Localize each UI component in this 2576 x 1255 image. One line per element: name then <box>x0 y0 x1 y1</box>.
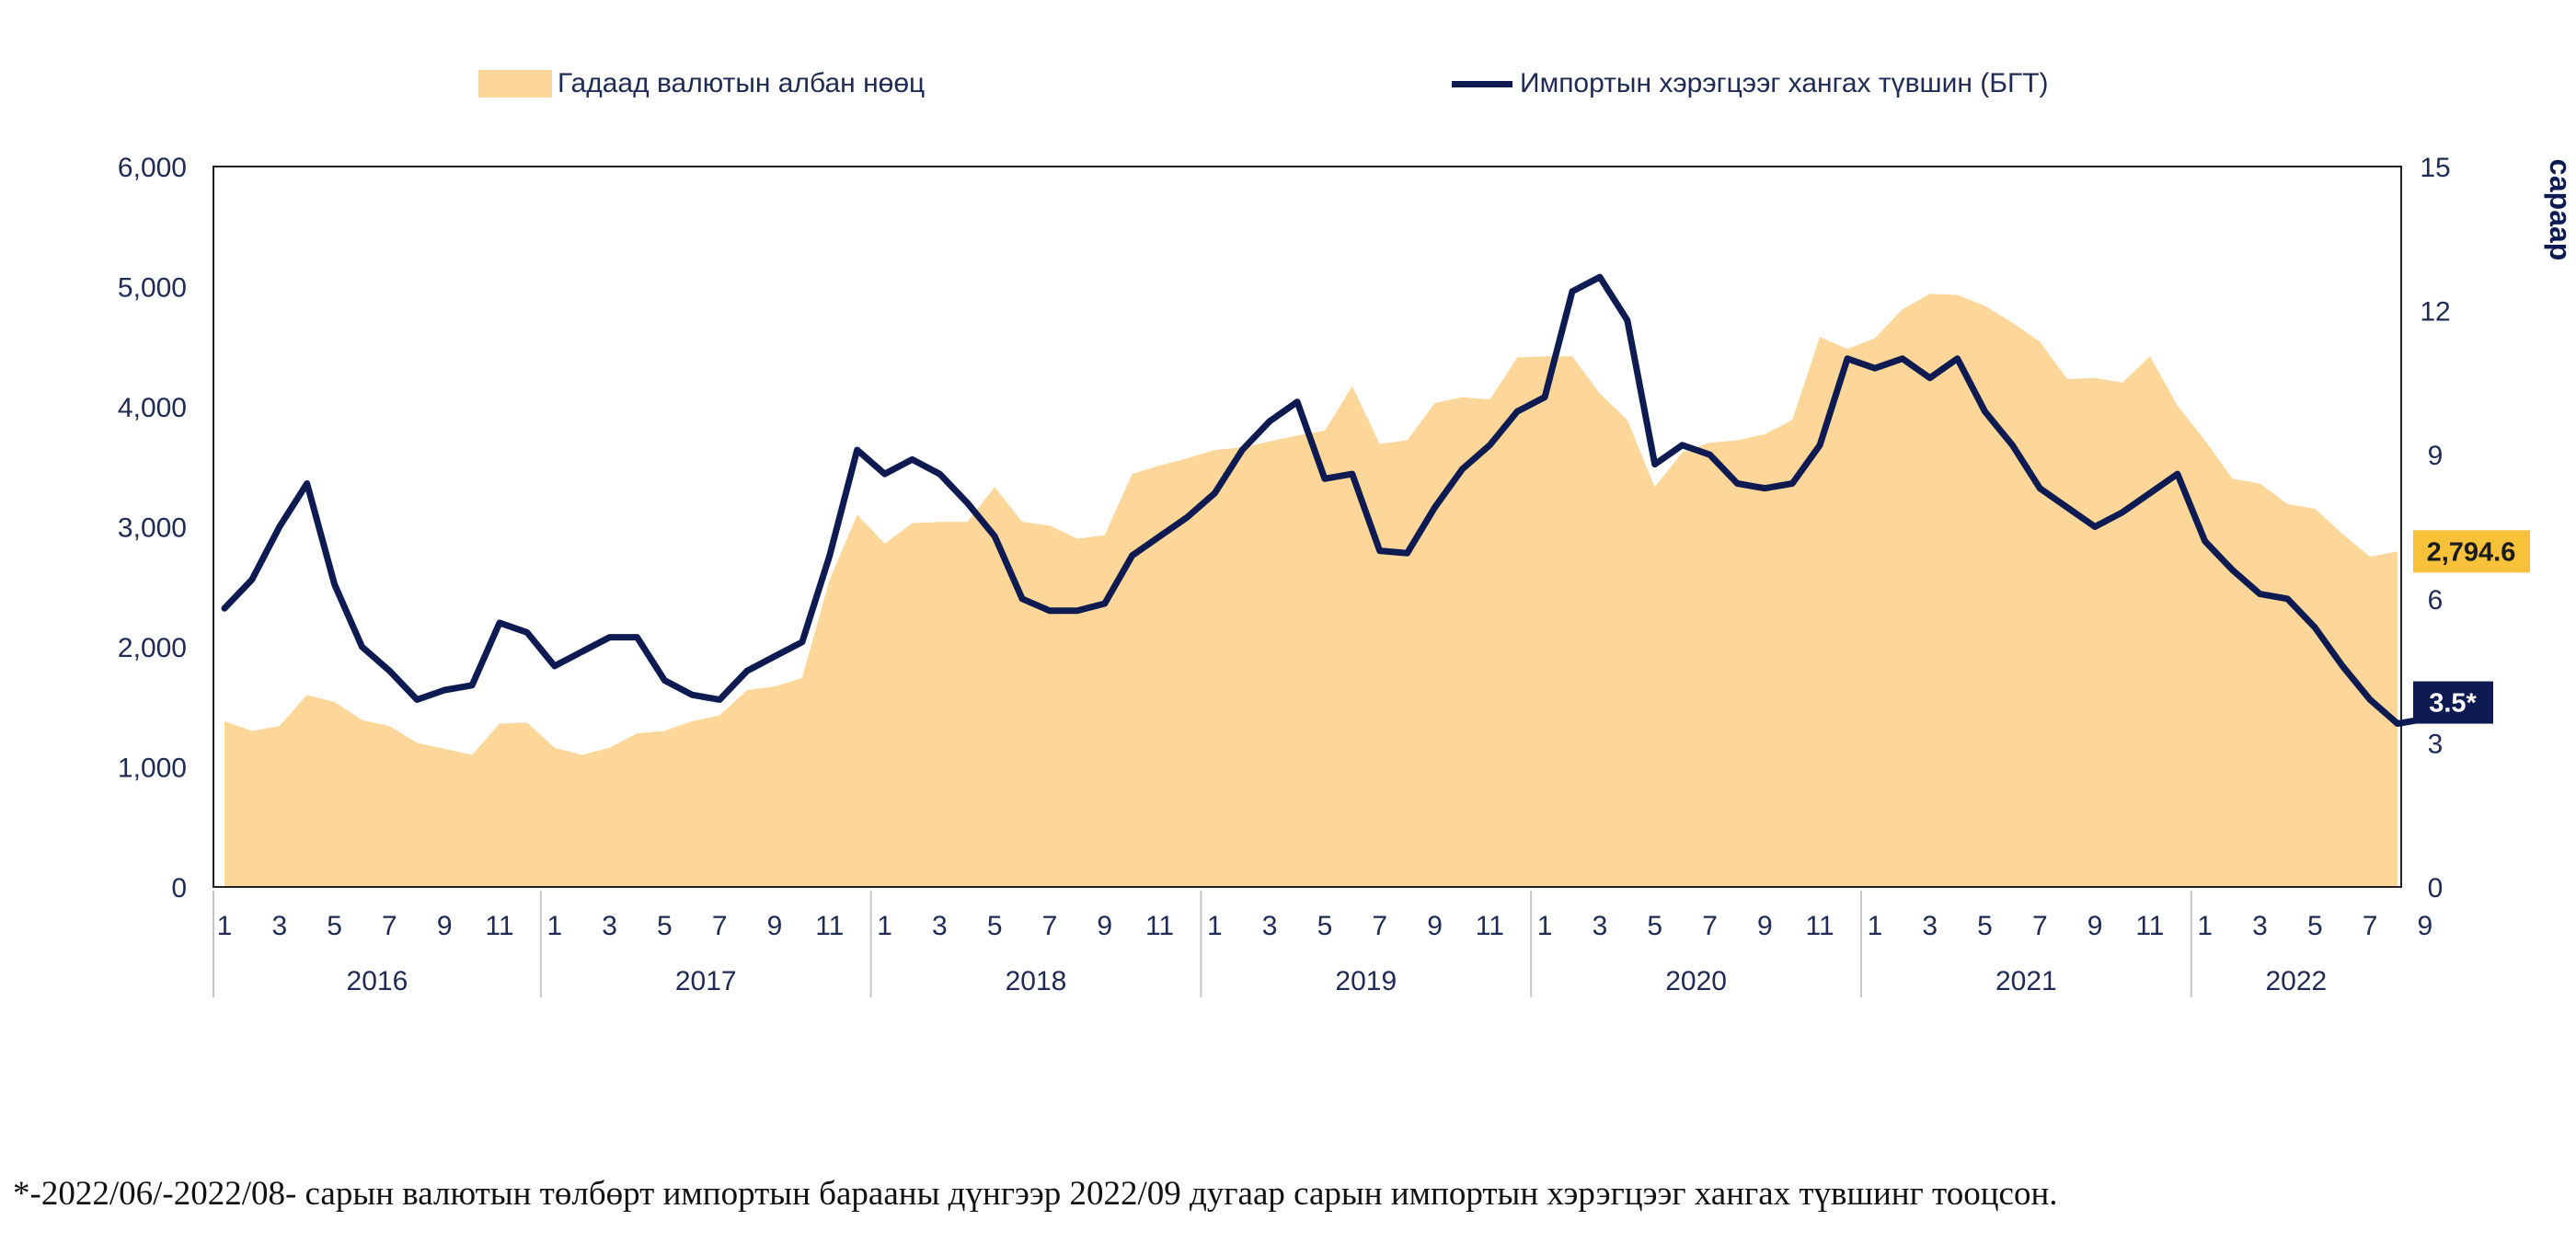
x-tick-label: 1 <box>1207 911 1223 941</box>
x-tick-label: 5 <box>987 911 1003 941</box>
callout-layer: 2,794.6 3.5* <box>2413 530 2530 724</box>
x-tick-label: 9 <box>2087 911 2103 941</box>
y-right-unit-label: сараар <box>2544 159 2576 261</box>
x-tick-label: 11 <box>1806 911 1834 941</box>
x-tick-label: 3 <box>2252 911 2268 941</box>
y-right-tick-label: 12 <box>2420 297 2450 328</box>
y-right-tick-label: 15 <box>2420 153 2450 183</box>
frame-layer <box>213 166 2402 888</box>
callout-reserve-box <box>2413 530 2530 573</box>
x-tick-label: 5 <box>1977 911 1993 941</box>
y-left-tick-label: 3,000 <box>118 513 187 544</box>
x-tick-label: 11 <box>815 911 844 941</box>
legend-label-import-coverage: Импортын хэрэгцээг хангах түвшин (БГТ) <box>1520 68 2049 98</box>
x-tick-label: 3 <box>932 911 948 941</box>
line-layer <box>221 273 2429 727</box>
y-right-tick-label: 0 <box>2428 873 2444 904</box>
callout-months-box <box>2413 681 2493 724</box>
x-tick-label: 5 <box>2307 911 2323 941</box>
x-tick-label: 3 <box>1922 911 1938 941</box>
x-tick-label: 1 <box>217 911 233 941</box>
year-label: 2020 <box>1665 966 1727 996</box>
area-layer <box>224 294 2398 887</box>
x-tick-label: 1 <box>2197 911 2213 941</box>
x-tick-label: 1 <box>546 911 562 941</box>
x-tick-label: 7 <box>2032 911 2048 941</box>
x-tick-label: 7 <box>712 911 728 941</box>
x-tick-label: 1 <box>877 911 892 941</box>
x-tick-label: 11 <box>485 911 513 941</box>
y-left-tick-label: 5,000 <box>118 273 187 304</box>
x-tick-label: 11 <box>1145 911 1174 941</box>
year-label: 2018 <box>1006 966 1067 996</box>
year-label: 2022 <box>2266 966 2328 996</box>
x-tick-label: 1 <box>1537 911 1553 941</box>
x-tick-label: 11 <box>1476 911 1504 941</box>
year-label: 2021 <box>1995 966 2057 996</box>
y-right-tick-label: 3 <box>2428 729 2444 759</box>
x-tick-label: 9 <box>1097 911 1112 941</box>
x-tick-label: 3 <box>1593 911 1608 941</box>
x-tick-label: 7 <box>382 911 397 941</box>
footnote: *-2022/06/-2022/08- сарын валютын төлбөр… <box>13 1175 2058 1213</box>
plot-frame <box>213 166 2402 888</box>
x-tick-label: 7 <box>1702 911 1718 941</box>
y-left-tick-label: 1,000 <box>118 754 187 784</box>
x-tick-label: 9 <box>437 911 453 941</box>
x-tick-label: 11 <box>2135 911 2164 941</box>
y-right-tick-label: 9 <box>2428 441 2444 471</box>
x-tick-label: 3 <box>602 911 617 941</box>
x-tick-label: 5 <box>327 911 342 941</box>
x-tick-label: 9 <box>1427 911 1443 941</box>
callout-reserve-label: 2,794.6 <box>2427 537 2516 567</box>
x-tick-label: 9 <box>767 911 783 941</box>
legend-item-reserves: Гадаад валютын албан нөөц <box>478 63 925 105</box>
y-left-tick-label: 2,000 <box>118 633 187 663</box>
callout-months-label: 3.5* <box>2429 689 2477 719</box>
x-tick-label: 7 <box>1042 911 1058 941</box>
x-tick-label: 5 <box>1317 911 1333 941</box>
legend-swatch-line <box>1452 80 1512 87</box>
x-tick-label: 9 <box>2418 911 2433 941</box>
year-label: 2016 <box>347 966 408 996</box>
x-tick-label: 3 <box>271 911 287 941</box>
year-label: 2017 <box>675 966 737 996</box>
y-left-tick-label: 6,000 <box>118 153 187 183</box>
x-tick-label: 7 <box>2363 911 2378 941</box>
legend-swatch-area <box>478 70 552 98</box>
y-right-tick-label: 6 <box>2428 585 2444 616</box>
year-label: 2019 <box>1335 966 1397 996</box>
x-tick-label: 9 <box>1757 911 1773 941</box>
legend-label-reserves: Гадаад валютын албан нөөц <box>558 68 926 98</box>
y-left-tick-label: 4,000 <box>118 393 187 423</box>
y-left-tick-label: 0 <box>171 873 187 904</box>
x-tick-label: 5 <box>1647 911 1662 941</box>
x-tick-label: 1 <box>1868 911 1883 941</box>
series-line-import-coverage <box>221 273 2429 727</box>
x-tick-label: 3 <box>1262 911 1278 941</box>
series-area-reserves <box>224 294 2398 887</box>
x-tick-label: 7 <box>1372 911 1387 941</box>
legend-item-import-coverage: Импортын хэрэгцээг хангах түвшин (БГТ) <box>1452 63 2049 105</box>
x-tick-label: 5 <box>657 911 673 941</box>
